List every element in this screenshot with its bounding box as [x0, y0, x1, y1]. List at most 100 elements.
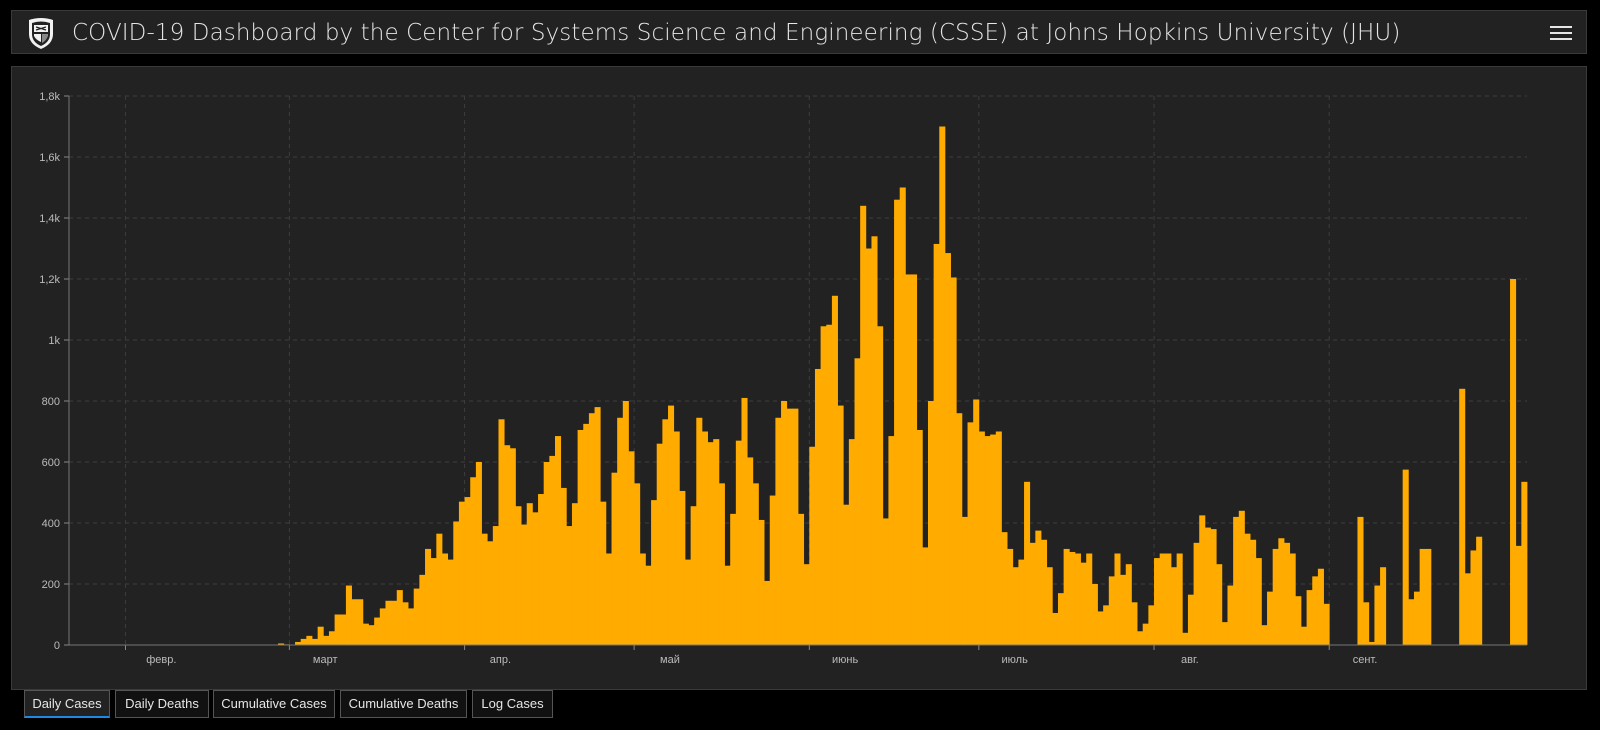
- bar: [820, 326, 827, 645]
- bar: [792, 408, 799, 645]
- bar: [888, 436, 895, 645]
- x-tick-label: июнь: [832, 654, 858, 666]
- bar: [1074, 553, 1081, 645]
- bar: [758, 519, 765, 645]
- bar: [379, 608, 386, 645]
- bar: [1091, 584, 1098, 645]
- bar: [1521, 481, 1528, 645]
- bar: [611, 472, 618, 645]
- x-tick-label: апр.: [490, 654, 511, 666]
- bar: [843, 504, 850, 645]
- bar: [1255, 558, 1262, 645]
- bar: [328, 631, 336, 645]
- bar: [300, 638, 307, 645]
- tab-cumulative-cases[interactable]: Cumulative Cases: [213, 690, 335, 718]
- bar: [1103, 605, 1110, 645]
- tab-daily-deaths[interactable]: Daily Deaths: [115, 690, 209, 718]
- bar: [668, 405, 675, 645]
- jhu-shield-icon: [29, 18, 53, 49]
- bar: [673, 431, 680, 645]
- bar: [1182, 632, 1189, 645]
- bar: [1125, 564, 1132, 645]
- bar: [775, 417, 782, 645]
- bar: [786, 408, 793, 645]
- bar: [854, 358, 861, 645]
- bar: [809, 446, 816, 645]
- bar: [860, 205, 867, 646]
- x-tick-label: сент.: [1353, 654, 1378, 666]
- bar: [560, 487, 567, 645]
- bar: [1057, 593, 1065, 645]
- hamburger-menu-icon[interactable]: [1550, 22, 1572, 42]
- bar: [1368, 641, 1375, 645]
- bar: [566, 526, 573, 645]
- bar: [634, 483, 641, 645]
- bar: [656, 443, 663, 645]
- bar: [317, 626, 324, 645]
- bar: [877, 326, 884, 645]
- bar: [1267, 591, 1274, 645]
- bar: [1210, 529, 1217, 645]
- bar: [1413, 591, 1421, 645]
- bar: [1317, 568, 1324, 645]
- bar: [1515, 545, 1522, 645]
- bar: [413, 588, 420, 645]
- tab-log-cases[interactable]: Log Cases: [472, 690, 553, 718]
- bar: [600, 501, 607, 645]
- bar: [865, 248, 872, 645]
- bar: [1007, 548, 1014, 645]
- bar: [639, 553, 646, 645]
- bar: [826, 324, 833, 645]
- bar: [1300, 626, 1308, 645]
- chart-panel: 0 200 400 600 800 1k 1,2k 1,4k 1,6k 1,8k февр. март…: [11, 66, 1587, 690]
- bar: [1363, 602, 1370, 645]
- bar: [515, 506, 522, 645]
- bar: [984, 436, 991, 645]
- bar: [1170, 567, 1178, 645]
- bar: [396, 590, 403, 645]
- bar: [1024, 481, 1031, 645]
- bar: [555, 436, 562, 645]
- bar: [583, 423, 590, 645]
- tab-daily-cases[interactable]: Daily Cases: [24, 690, 110, 718]
- bar: [425, 548, 432, 645]
- bar: [498, 419, 505, 645]
- tab-cumulative-deaths[interactable]: Cumulative Deaths: [340, 690, 467, 718]
- bar: [1148, 605, 1155, 645]
- bar: [1187, 594, 1194, 645]
- header-bar: COVID-19 Dashboard by the Center for Sys…: [11, 10, 1587, 54]
- bar: [594, 407, 601, 645]
- bar: [894, 199, 901, 645]
- bar: [899, 187, 906, 645]
- bar: [837, 405, 844, 645]
- bar: [458, 501, 465, 645]
- bar: [402, 602, 409, 645]
- bar: [1063, 548, 1070, 645]
- bar: [278, 643, 285, 645]
- bar: [1238, 510, 1245, 645]
- bar: [1097, 611, 1104, 645]
- bar: [701, 431, 708, 645]
- bar: [978, 431, 985, 645]
- bar: [950, 277, 957, 645]
- bar: [1046, 567, 1053, 645]
- bar: [662, 419, 669, 645]
- bar: [916, 429, 923, 645]
- bar: [419, 574, 426, 645]
- bar: [571, 503, 579, 645]
- bar: [521, 524, 528, 645]
- x-tick-label: авг.: [1181, 654, 1199, 666]
- bar: [1425, 548, 1432, 645]
- bar: [645, 565, 652, 645]
- bar: [871, 236, 878, 646]
- bar: [340, 614, 347, 645]
- bar: [436, 533, 443, 645]
- bar: [487, 541, 494, 645]
- bar: [1306, 590, 1313, 645]
- bar: [684, 559, 692, 645]
- bar: [1159, 553, 1166, 645]
- bar: [1419, 548, 1426, 645]
- bar: [769, 495, 776, 645]
- bar: [724, 565, 731, 645]
- bar: [1289, 553, 1296, 645]
